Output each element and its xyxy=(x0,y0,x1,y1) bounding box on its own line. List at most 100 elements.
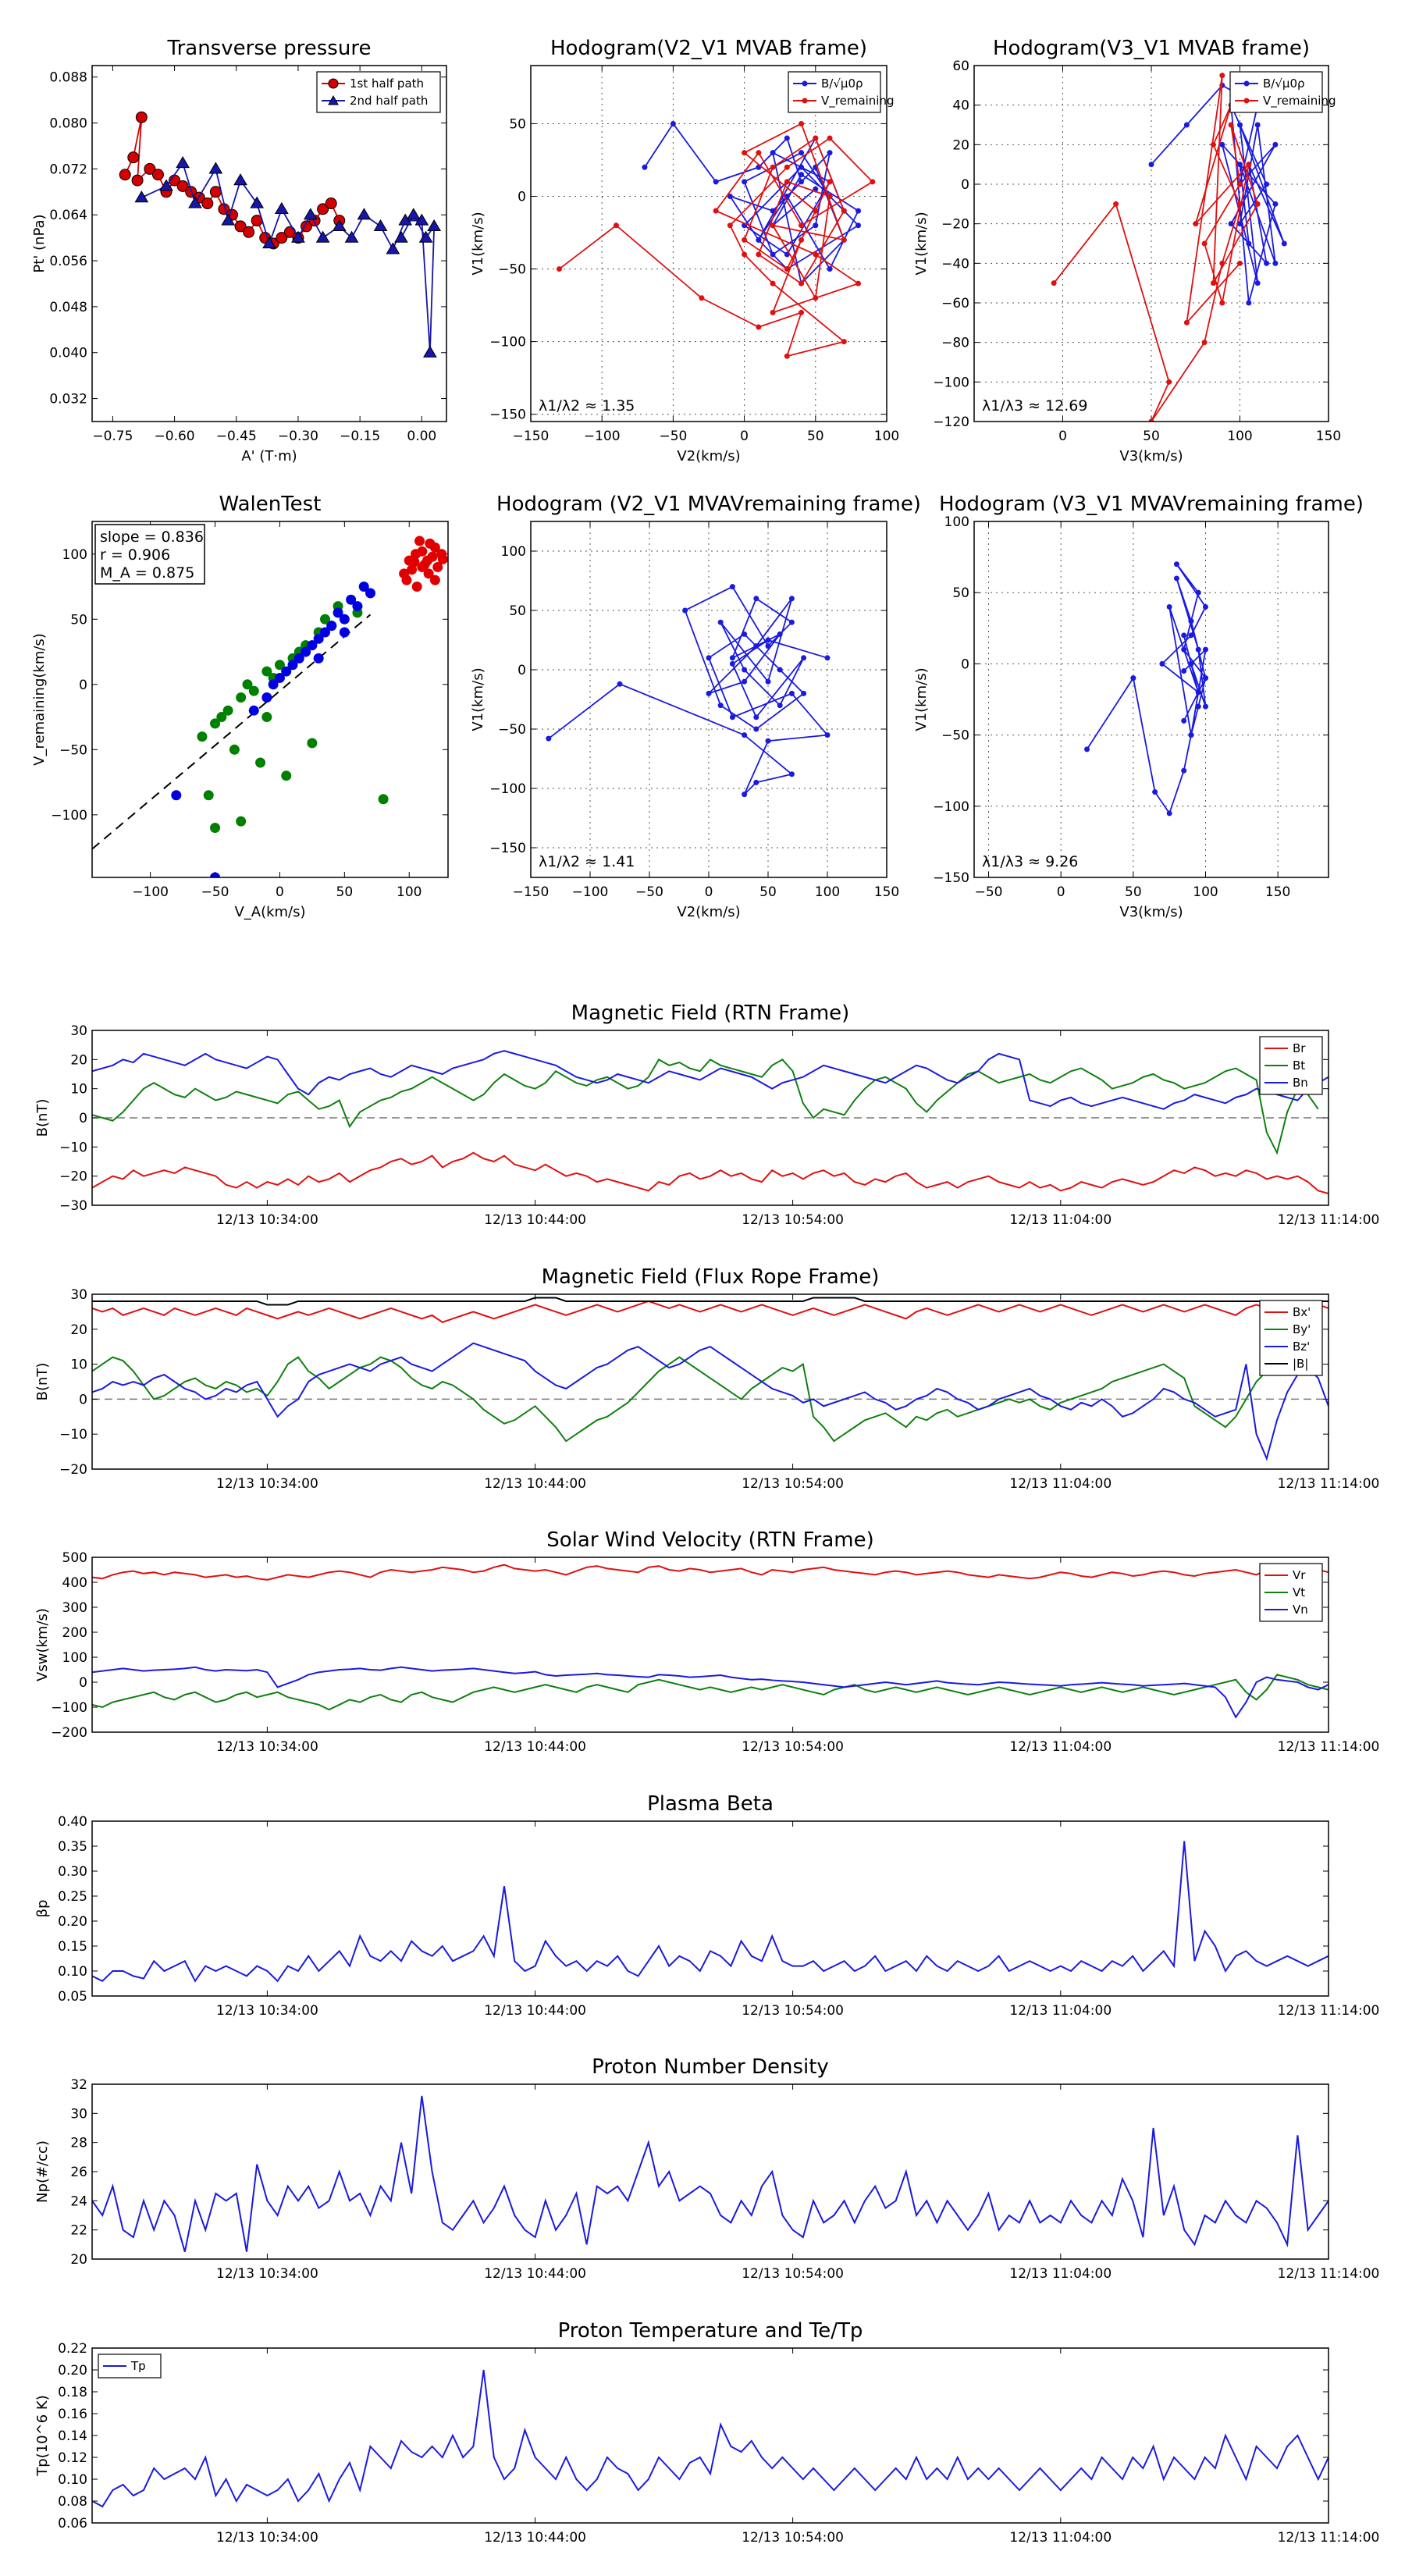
data-point xyxy=(248,705,259,716)
x-tick-label: 12/13 10:44:00 xyxy=(484,2003,586,2019)
x-tick-label: −50 xyxy=(659,429,687,444)
data-point xyxy=(765,678,771,685)
data-point xyxy=(234,220,247,233)
panel-h4: Hodogram (V3_V1 MVAVremaining frame) −150… xyxy=(913,493,1364,920)
legend-marker xyxy=(328,94,339,105)
y-tick-label: −20 xyxy=(59,1169,87,1185)
data-point xyxy=(1272,141,1279,148)
x-axis-label: V2(km/s) xyxy=(677,448,740,464)
series-Bt xyxy=(92,1058,1319,1155)
data-point xyxy=(216,712,227,723)
data-point xyxy=(1181,632,1187,639)
x-tick-label: 50 xyxy=(759,884,777,900)
data-point xyxy=(742,732,748,738)
axes-frame xyxy=(530,521,887,878)
series-line-Br xyxy=(92,1151,1329,1195)
y-tick-label: 0.22 xyxy=(58,2341,87,2357)
data-point xyxy=(756,324,762,330)
series-line-By' xyxy=(92,1356,1268,1443)
data-point xyxy=(307,738,318,749)
y-tick-label: −50 xyxy=(498,262,526,278)
legend-box xyxy=(316,71,441,113)
data-point xyxy=(378,794,389,805)
data-point xyxy=(1237,201,1243,207)
data-point xyxy=(210,823,221,834)
y-tick-label: 0.20 xyxy=(58,1914,87,1930)
data-point xyxy=(319,627,330,638)
data-point xyxy=(423,345,437,358)
data-point xyxy=(1183,122,1190,128)
plot-area xyxy=(92,1050,1329,1195)
data-point xyxy=(777,631,783,637)
y-tick-label: 0.056 xyxy=(49,254,87,269)
y-tick-label: 50 xyxy=(509,603,526,619)
ratio-annotation: λ1/λ2 ≈ 1.41 xyxy=(539,853,635,870)
series-red xyxy=(399,535,448,592)
y-axis-label: B(nT) xyxy=(34,1363,51,1401)
y-tick-label: 30 xyxy=(70,1287,87,1303)
x-axis-label: V3(km/s) xyxy=(1119,904,1183,920)
y-tick-label: 0 xyxy=(79,1392,87,1407)
y-tick-label: 24 xyxy=(70,2194,87,2209)
legend-label: Bx' xyxy=(1293,1305,1311,1319)
data-point xyxy=(1210,280,1216,286)
data-point xyxy=(727,222,733,229)
data-point xyxy=(799,309,805,315)
data-point xyxy=(855,208,862,214)
data-point xyxy=(303,208,318,220)
data-point xyxy=(1195,646,1201,653)
y-tick-label: 20 xyxy=(952,137,969,153)
data-point xyxy=(131,174,144,187)
axes-frame xyxy=(91,1293,1329,1470)
data-point xyxy=(1181,717,1187,724)
x-tick-label: −0.60 xyxy=(155,429,195,444)
y-tick-label: 100 xyxy=(944,514,969,530)
data-point xyxy=(799,164,805,170)
data-point xyxy=(1181,668,1187,674)
y-tick-label: 0.06 xyxy=(58,2516,87,2532)
data-point xyxy=(1195,703,1201,710)
panel-ts_np: Proton Number Density 20 22 24 26 28 30 32 12/13… xyxy=(34,2055,1379,2282)
y-tick-label: −100 xyxy=(933,799,969,815)
x-tick-label: −50 xyxy=(635,884,663,900)
data-point xyxy=(756,251,762,258)
data-point xyxy=(417,546,428,557)
data-point xyxy=(1228,221,1234,227)
x-axis-label: V3(km/s) xyxy=(1119,448,1183,464)
data-point xyxy=(799,280,805,286)
y-tick-label: −150 xyxy=(489,841,526,856)
legend-label: V_remaining xyxy=(1263,94,1336,109)
data-point xyxy=(176,156,190,169)
y-axis-label: V1(km/s) xyxy=(470,212,486,275)
legend: Tp xyxy=(98,2354,162,2379)
series-line-Vn xyxy=(92,1666,1329,1719)
y-tick-label: 0.064 xyxy=(49,208,87,223)
data-point xyxy=(236,816,247,827)
data-point xyxy=(1051,280,1057,286)
x-tick-label: 100 xyxy=(1227,429,1252,444)
data-point xyxy=(1159,660,1165,667)
x-tick-label: 12/13 10:54:00 xyxy=(742,2003,844,2019)
data-point xyxy=(339,614,350,624)
x-tick-label: 12/13 10:44:00 xyxy=(484,1476,586,1492)
panel-walen: WalenTest −100 −50 0 50 100 −100 −50 0 50 100 V_A(k… xyxy=(31,493,449,920)
y-tick-label: 0.20 xyxy=(58,2363,87,2379)
data-point xyxy=(422,555,432,566)
data-point xyxy=(1183,319,1190,326)
data-point xyxy=(742,792,748,798)
data-point xyxy=(1193,221,1199,227)
data-point xyxy=(706,655,712,661)
y-tick-label: −10 xyxy=(59,1427,87,1443)
data-point xyxy=(756,150,762,156)
x-tick-label: 0.00 xyxy=(407,429,436,444)
data-point xyxy=(399,568,410,579)
data-point xyxy=(613,222,619,229)
y-tick-label: −150 xyxy=(489,407,526,423)
legend: B/√μ0ρ V_remaining xyxy=(1229,71,1336,113)
series-V xyxy=(546,584,831,798)
data-point xyxy=(813,222,819,229)
data-point xyxy=(414,213,429,226)
data-point xyxy=(753,596,759,602)
series-Np xyxy=(92,2095,1329,2252)
data-point xyxy=(1201,240,1208,247)
